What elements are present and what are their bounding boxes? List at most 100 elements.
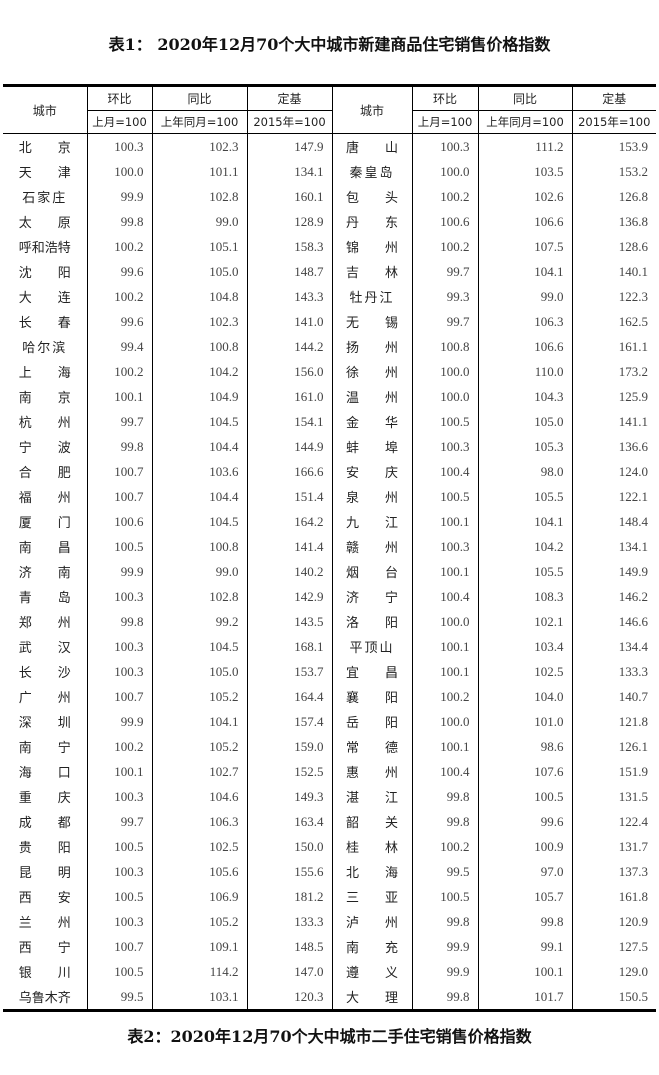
table-row: 乌鲁木齐 99.5 103.1 120.3 大理 99.8 101.7 150.5 (3, 984, 656, 1011)
cell-mom: 99.9 (86, 559, 152, 584)
header-yoy: 同比 (477, 85, 572, 111)
cell-fixed: 148.5 (246, 934, 332, 959)
cell-mom: 100.5 (86, 534, 152, 559)
table-row: 合肥 100.7 103.6 166.6 安庆 100.4 98.0 124.0 (3, 459, 656, 484)
city-name: 九江 (346, 516, 398, 531)
cell-yoy: 104.4 (151, 484, 247, 509)
cell-yoy: 101.0 (477, 709, 572, 734)
cell-yoy: 101.7 (477, 984, 572, 1011)
cell-city: 金华 (331, 409, 412, 434)
cell-city: 郑州 (3, 609, 87, 634)
city-name: 杭州 (18, 416, 71, 431)
cell-fixed: 136.6 (571, 434, 656, 459)
cell-city: 扬州 (331, 334, 412, 359)
cell-mom: 99.8 (86, 609, 152, 634)
cell-city: 成都 (3, 809, 87, 834)
cell-city: 平顶山 (331, 634, 412, 659)
cell-city: 哈尔滨 (3, 334, 87, 359)
cell-fixed: 140.1 (571, 259, 656, 284)
table-row: 上海 100.2 104.2 156.0 徐州 100.0 110.0 173.2 (3, 359, 656, 384)
city-name: 昆明 (18, 866, 71, 881)
cell-mom: 100.4 (411, 459, 478, 484)
cell-city: 三亚 (331, 884, 412, 909)
cell-city: 泸州 (331, 909, 412, 934)
cell-fixed: 161.8 (571, 884, 656, 909)
cell-yoy: 99.8 (477, 909, 572, 934)
city-name: 长沙 (18, 666, 71, 681)
table-row: 哈尔滨 99.4 100.8 144.2 扬州 100.8 106.6 161.1 (3, 334, 656, 359)
city-name: 南昌 (18, 541, 71, 556)
cell-city: 武汉 (3, 634, 87, 659)
cell-mom: 99.8 (411, 784, 478, 809)
city-name: 银川 (18, 966, 71, 981)
cell-mom: 100.3 (86, 909, 152, 934)
cell-fixed: 140.2 (246, 559, 332, 584)
header-mom: 环比 (411, 85, 478, 111)
cell-yoy: 105.0 (477, 409, 572, 434)
table-row: 兰州 100.3 105.2 133.3 泸州 99.8 99.8 120.9 (3, 909, 656, 934)
cell-yoy: 99.0 (151, 559, 247, 584)
cell-fixed: 160.1 (246, 184, 332, 209)
city-name: 济宁 (346, 591, 398, 606)
cell-city: 牡丹江 (331, 284, 412, 309)
city-name: 太原 (18, 216, 71, 231)
cell-yoy: 104.4 (151, 434, 247, 459)
cell-fixed: 146.6 (571, 609, 656, 634)
cell-city: 南京 (3, 384, 87, 409)
cell-city: 大连 (3, 284, 87, 309)
cell-city: 丹东 (331, 209, 412, 234)
cell-fixed: 131.5 (571, 784, 656, 809)
cell-mom: 100.7 (86, 459, 152, 484)
header-fixed-base: 2015年=100 (246, 110, 332, 134)
cell-city: 兰州 (3, 909, 87, 934)
city-name: 哈尔滨 (22, 341, 68, 356)
cell-yoy: 106.6 (477, 334, 572, 359)
cell-yoy: 99.6 (477, 809, 572, 834)
cell-city: 长沙 (3, 659, 87, 684)
cell-mom: 100.6 (411, 209, 478, 234)
city-name: 南京 (18, 391, 71, 406)
cell-fixed: 163.4 (246, 809, 332, 834)
cell-yoy: 102.3 (151, 133, 247, 159)
city-name: 襄阳 (346, 691, 398, 706)
city-name: 深圳 (18, 716, 71, 731)
cell-yoy: 97.0 (477, 859, 572, 884)
cell-fixed: 129.0 (571, 959, 656, 984)
cell-mom: 100.1 (411, 659, 478, 684)
cell-mom: 99.7 (411, 259, 478, 284)
cell-yoy: 100.8 (151, 334, 247, 359)
cell-yoy: 111.2 (477, 133, 572, 159)
cell-fixed: 122.1 (571, 484, 656, 509)
cell-fixed: 158.3 (246, 234, 332, 259)
cell-yoy: 100.8 (151, 534, 247, 559)
cell-mom: 100.3 (411, 434, 478, 459)
cell-mom: 100.3 (86, 133, 152, 159)
cell-mom: 100.2 (86, 359, 152, 384)
cell-city: 杭州 (3, 409, 87, 434)
table-row: 长春 99.6 102.3 141.0 无锡 99.7 106.3 162.5 (3, 309, 656, 334)
cell-city: 天津 (3, 159, 87, 184)
cell-mom: 100.1 (411, 734, 478, 759)
cell-city: 温州 (331, 384, 412, 409)
cell-city: 锦州 (331, 234, 412, 259)
header-yoy: 同比 (151, 85, 247, 111)
cell-fixed: 120.3 (246, 984, 332, 1011)
cell-fixed: 147.0 (246, 959, 332, 984)
cell-yoy: 104.0 (477, 684, 572, 709)
cell-city: 湛江 (331, 784, 412, 809)
cell-fixed: 150.0 (246, 834, 332, 859)
table-row: 济南 99.9 99.0 140.2 烟台 100.1 105.5 149.9 (3, 559, 656, 584)
cell-yoy: 100.5 (477, 784, 572, 809)
cell-fixed: 153.7 (246, 659, 332, 684)
cell-mom: 100.3 (86, 659, 152, 684)
table-body: 北京 100.3 102.3 147.9 唐山 100.3 111.2 153.9 天津 100.… (3, 133, 656, 1011)
cell-fixed: 152.5 (246, 759, 332, 784)
cell-fixed: 151.4 (246, 484, 332, 509)
cell-mom: 100.3 (86, 859, 152, 884)
cell-fixed: 133.3 (246, 909, 332, 934)
cell-yoy: 104.8 (151, 284, 247, 309)
cell-mom: 100.5 (411, 484, 478, 509)
cell-yoy: 103.1 (151, 984, 247, 1011)
cell-mom: 100.5 (86, 834, 152, 859)
header-yoy-base: 上年同月=100 (477, 110, 572, 134)
